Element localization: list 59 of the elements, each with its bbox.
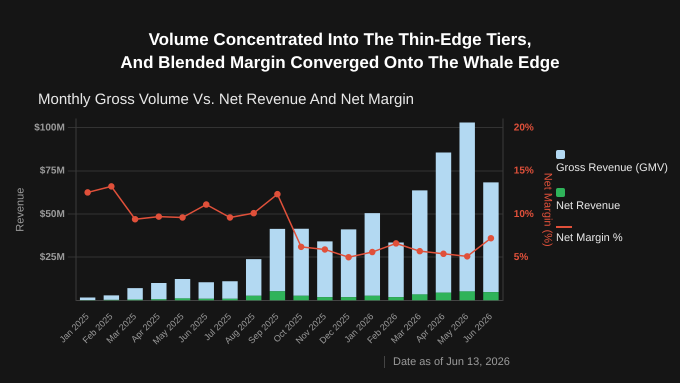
legend-label: Net Revenue — [556, 200, 622, 212]
y2-axis-title: Net Margin (%) — [541, 172, 554, 247]
point — [156, 213, 162, 220]
bar — [483, 182, 499, 292]
bar — [80, 297, 96, 300]
point — [250, 210, 257, 216]
y-tick-label: $100M — [34, 122, 65, 134]
bar — [246, 259, 262, 296]
point — [179, 214, 186, 221]
point — [274, 190, 281, 198]
bar — [459, 291, 475, 300]
bar — [412, 294, 428, 300]
legend-label: Gross Revenue (GMV) — [556, 162, 668, 174]
bar — [222, 281, 238, 299]
bar — [412, 190, 428, 294]
y-tick-label: $25M — [40, 252, 65, 263]
bar — [317, 297, 333, 300]
point — [226, 214, 234, 221]
y2-tick-label: 5% — [514, 252, 528, 263]
point — [440, 250, 447, 258]
point — [298, 244, 304, 250]
point — [322, 246, 328, 253]
point — [108, 183, 115, 190]
bar — [317, 241, 333, 298]
point — [369, 248, 376, 256]
bar — [340, 229, 356, 298]
bar — [364, 213, 380, 296]
text: Date as of Jun 13, 2026 — [384, 356, 510, 368]
point — [416, 248, 424, 254]
y-tick-label: $50M — [40, 208, 65, 220]
point — [345, 254, 352, 260]
bar — [127, 288, 143, 300]
bar — [270, 228, 286, 292]
legend-label: Net Margin % — [556, 232, 624, 244]
point — [392, 240, 400, 247]
bar — [436, 292, 452, 300]
bar — [436, 152, 452, 293]
bar — [151, 282, 167, 300]
y-axis-title: Revenue — [14, 188, 27, 232]
bar — [340, 297, 356, 300]
bar — [293, 228, 309, 296]
bar — [174, 278, 190, 298]
bar — [198, 282, 214, 299]
bar — [388, 242, 404, 298]
bar — [483, 292, 499, 300]
point — [132, 216, 138, 222]
bar — [459, 122, 475, 292]
y2-tick-label: 20% — [514, 122, 534, 134]
point — [488, 234, 494, 242]
point — [203, 201, 210, 208]
y2-tick-label: 10% — [514, 208, 534, 220]
chart-subtitle: Monthly Gross Volume Vs. Net Revenue And Net Margin — [38, 91, 414, 108]
point — [84, 189, 91, 196]
chart-title: Volume Concentrated Into The Thin-Edge Tiers, And Blended Margin Converged Onto The Whale Edge — [119, 29, 561, 74]
bar — [270, 291, 286, 300]
bar — [104, 295, 120, 300]
y-tick-label: $75M — [40, 166, 65, 177]
point — [464, 253, 470, 260]
y2-tick-label: 15% — [514, 166, 534, 177]
